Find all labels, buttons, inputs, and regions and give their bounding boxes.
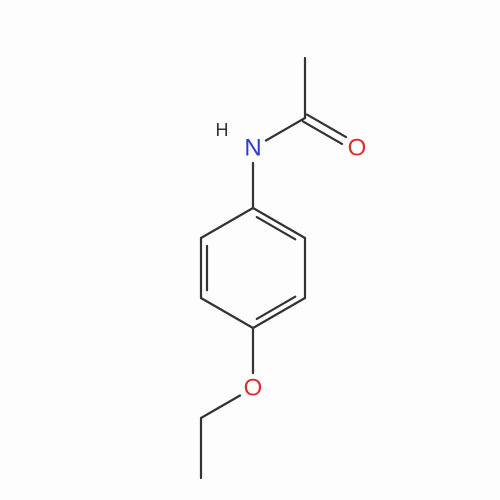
- atom-n-label: N: [244, 135, 261, 162]
- molecule-diagram: O NH O: [0, 0, 500, 500]
- atom-o-label: O: [348, 135, 367, 162]
- atom-o-label: O: [244, 375, 263, 402]
- atom-h-label: H: [216, 120, 229, 140]
